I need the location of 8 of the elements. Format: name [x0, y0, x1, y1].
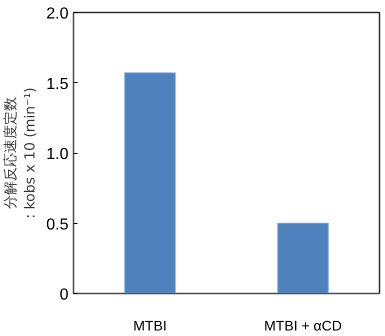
y-tick-label: 0.5: [46, 216, 69, 234]
y-tick-label: 1.0: [46, 146, 69, 163]
y-tick-label: 2.0: [46, 6, 69, 22]
y-tick-label: 0: [60, 286, 69, 304]
y-tick-label: 1.5: [46, 76, 69, 93]
x-tick-label: MTBI + αCD: [264, 318, 342, 334]
x-tick-label: MTBI: [133, 318, 167, 334]
y-axis-title: 分解反応速度定数 : kobs x 10 (min⁻¹): [3, 87, 38, 219]
